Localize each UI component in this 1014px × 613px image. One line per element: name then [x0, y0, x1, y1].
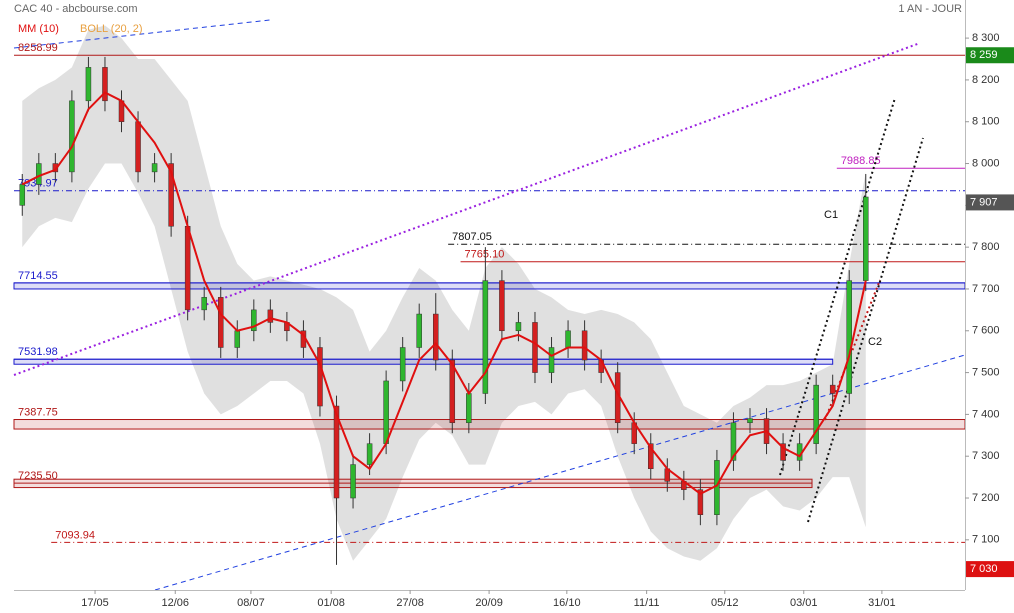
x-tick-label: 03/01 — [790, 597, 818, 609]
price-tag-label: 8 259 — [970, 49, 998, 61]
level-label: 7235.50 — [18, 470, 58, 482]
trend-line — [13, 19, 271, 49]
trend-line — [154, 354, 966, 591]
x-tick-label: 08/07 — [237, 597, 265, 609]
price-tag-label: 7 907 — [970, 196, 998, 208]
candle-body — [432, 313, 439, 361]
candle-body — [581, 330, 588, 361]
candle-body — [399, 347, 406, 382]
candle-body — [168, 163, 174, 227]
level-zone — [13, 282, 966, 290]
candle-body — [333, 405, 340, 499]
level-label: 7807.05 — [452, 231, 492, 243]
candle-body — [846, 280, 852, 394]
candle-body — [19, 184, 26, 206]
y-tick-label: 7 800 — [972, 241, 1000, 253]
moving-average — [21, 91, 867, 496]
candle-body — [151, 163, 158, 173]
y-tick-label: 7 700 — [972, 283, 1000, 295]
channel-line — [779, 97, 896, 476]
candle-body — [217, 297, 224, 348]
candle-body — [350, 464, 356, 499]
candle-body — [515, 322, 522, 332]
level-label: 7988.85 — [841, 155, 881, 167]
level-label: 8258.99 — [18, 42, 58, 54]
y-tick-label: 7 400 — [972, 408, 1000, 420]
plot-layer: 8258.997934.977807.057765.107714.557531.… — [13, 19, 966, 591]
candle-body — [482, 280, 489, 394]
candle-body — [267, 309, 274, 323]
candle-body — [184, 226, 191, 311]
y-tick-label: 7 500 — [972, 366, 1000, 378]
annotation: C1 — [824, 209, 838, 221]
x-tick-label: 12/06 — [161, 597, 189, 609]
candle-body — [730, 422, 737, 461]
candle-body — [863, 196, 869, 281]
candle-body — [747, 418, 753, 424]
annotation: C2 — [868, 336, 882, 348]
channel-line — [824, 279, 881, 421]
x-tick-label: 05/12 — [711, 597, 739, 609]
x-tick-label: 01/08 — [317, 597, 345, 609]
y-tick-label: 7 300 — [972, 450, 1000, 462]
candle-body — [85, 67, 92, 102]
candle-body — [102, 67, 108, 102]
price-tag — [966, 194, 1014, 211]
price-tag — [966, 561, 1014, 578]
price-tag — [966, 47, 1014, 64]
y-tick-label: 7 100 — [972, 534, 1000, 546]
y-tick-label: 8 100 — [972, 116, 1000, 128]
candle-body — [813, 384, 819, 444]
legend-boll: BOLL (20, 2) — [80, 23, 143, 35]
x-tick-label: 11/11 — [634, 597, 660, 609]
candle-body — [466, 393, 472, 424]
level-label: 7387.75 — [18, 406, 58, 418]
candle-body — [829, 384, 836, 394]
period-label: 1 AN - JOUR — [898, 3, 962, 15]
y-tick-label: 7 200 — [972, 492, 1000, 504]
candle-body — [714, 460, 720, 515]
candle-body — [135, 121, 141, 173]
level-label: 7765.10 — [465, 249, 505, 261]
candle-body — [548, 347, 555, 373]
candle-body — [234, 330, 241, 348]
x-tick-label: 20/09 — [475, 597, 503, 609]
candle-body — [499, 280, 505, 332]
candle-body — [449, 359, 456, 424]
candle-body — [780, 443, 786, 461]
y-tick-label: 8 000 — [972, 157, 1000, 169]
trend-line — [13, 42, 921, 376]
candle-body — [697, 489, 704, 515]
candle-body — [648, 443, 654, 469]
channel-line — [807, 137, 924, 523]
bollinger-band — [22, 25, 866, 561]
x-tick-label: 31/01 — [868, 597, 896, 609]
candle-body — [201, 297, 207, 311]
candle-body — [251, 309, 257, 332]
price-tag-label: 7 030 — [970, 563, 998, 575]
candle-body — [69, 100, 75, 173]
candle-body — [383, 380, 389, 444]
candle-body — [532, 322, 538, 373]
candle-body — [36, 163, 42, 185]
legend-ma: MM (10) — [18, 23, 59, 35]
level-label: 7531.98 — [18, 346, 58, 358]
y-tick-label: 7 600 — [972, 325, 1000, 337]
candle-body — [565, 330, 571, 348]
y-tick-label: 8 200 — [972, 74, 1000, 86]
level-label: 7714.55 — [18, 270, 58, 282]
x-tick-label: 17/05 — [81, 597, 109, 609]
x-tick-label: 27/08 — [396, 597, 424, 609]
x-tick-label: 16/10 — [553, 597, 581, 609]
candle-body — [317, 347, 323, 407]
level-zone — [13, 358, 834, 365]
y-tick-label: 8 300 — [972, 32, 1000, 44]
chart-title: CAC 40 - abcbourse.com — [14, 3, 138, 15]
candle-body — [366, 443, 373, 465]
candle-body — [416, 313, 422, 348]
level-label: 7093.94 — [55, 529, 95, 541]
